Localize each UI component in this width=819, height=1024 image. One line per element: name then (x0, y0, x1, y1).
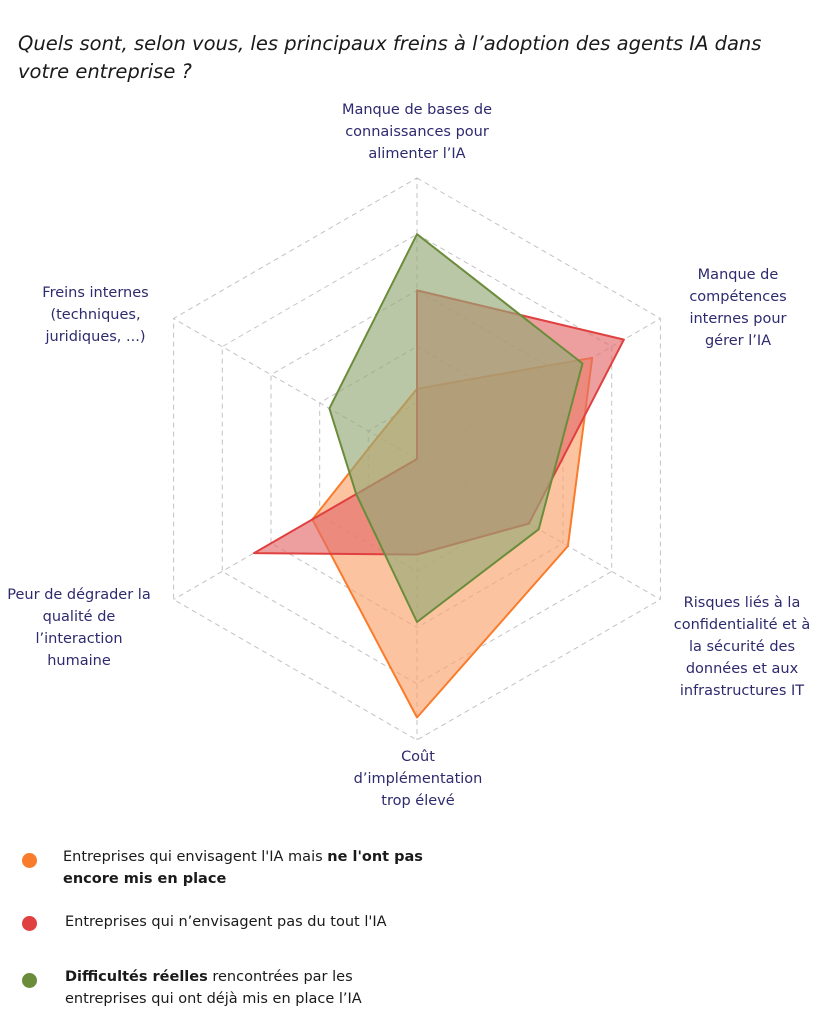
axis-label-bases-connaissances: Manque de bases de connaissances pour al… (341, 102, 493, 162)
axis-label-interaction-humaine: Peur de dégrader la qualité de l’interac… (7, 587, 151, 669)
axis-label-freins-internes: Freins internes (techniques, juridiques,… (42, 285, 149, 345)
legend-item-pas-du-tout: Entreprises qui n’envisagent pas du tout… (22, 911, 387, 933)
legend-item-reelles: Difficultés réelles rencontrées par les … (22, 966, 425, 1010)
legend-dot-green (22, 973, 37, 988)
legend-bold-reelles: Difficultés réelles (65, 969, 208, 985)
legend-bold-envisagent: ne l'ont pas encore mis en place (63, 849, 423, 887)
chart-title: Quels sont, selon vous, les principaux f… (18, 32, 762, 83)
series-polygon-reelles (328, 233, 584, 623)
axis-label-competences: Manque de compétences internes pour gére… (689, 267, 787, 349)
axis-label-confidentialite: Risques liés à la confidentialité et à l… (673, 595, 811, 699)
legend-text-pas-du-tout: Entreprises qui n’envisagent pas du tout… (65, 914, 387, 930)
legend-text-envisagent: Entreprises qui envisagent l'IA mais (63, 849, 328, 865)
legend-text-reelles: rencontrées par les entreprises qui ont … (65, 969, 362, 1007)
legend-dot-orange (22, 853, 37, 868)
radar-series (253, 233, 625, 719)
axis-label-cout: Coût d’implémentation trop élevé (353, 749, 483, 809)
legend-item-envisagent: Entreprises qui envisagent l'IA mais ne … (22, 846, 423, 890)
legend-dot-red (22, 916, 37, 931)
